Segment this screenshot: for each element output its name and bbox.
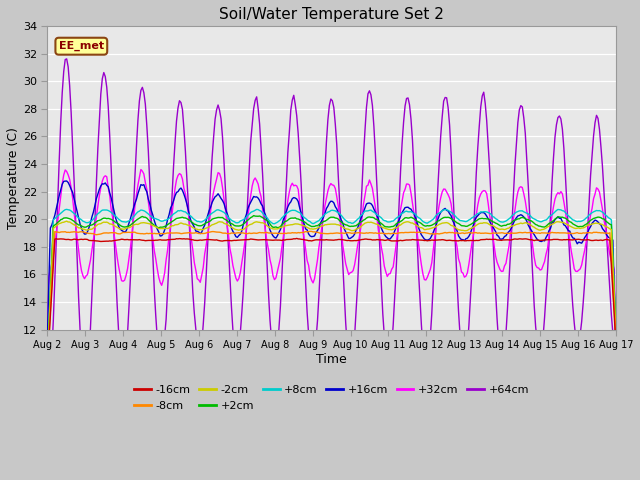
X-axis label: Time: Time (316, 353, 347, 366)
+8cm (63, 206, 70, 212)
Line: -16cm: -16cm (47, 239, 616, 367)
+32cm (612, 344, 620, 349)
+64cm (337, 230, 345, 236)
+2cm (609, 256, 617, 262)
Title: Soil/Water Temperature Set 2: Soil/Water Temperature Set 2 (219, 7, 444, 22)
+32cm (450, 222, 458, 228)
-2cm (535, 227, 543, 233)
+8cm (535, 218, 543, 224)
+32cm (609, 262, 617, 267)
+64cm (535, 345, 543, 351)
-16cm (450, 238, 458, 243)
Text: EE_met: EE_met (59, 41, 104, 51)
-16cm (81, 236, 88, 242)
+64cm (65, 64, 72, 70)
-2cm (65, 219, 72, 225)
+8cm (612, 322, 620, 327)
+2cm (535, 223, 543, 229)
+2cm (250, 213, 257, 218)
-16cm (293, 236, 301, 241)
-8cm (44, 361, 51, 367)
+16cm (63, 178, 70, 184)
Y-axis label: Temperature (C): Temperature (C) (7, 127, 20, 228)
-8cm (81, 229, 88, 235)
+2cm (337, 219, 345, 225)
+2cm (612, 325, 620, 331)
Line: -2cm: -2cm (47, 221, 616, 363)
-8cm (337, 230, 345, 236)
-2cm (612, 327, 620, 333)
-16cm (44, 364, 51, 370)
+2cm (44, 359, 51, 364)
Line: +64cm: +64cm (47, 59, 616, 438)
+16cm (612, 340, 620, 346)
Line: +32cm: +32cm (47, 169, 616, 351)
-2cm (609, 260, 617, 266)
+32cm (535, 265, 543, 271)
-16cm (337, 237, 345, 242)
+32cm (337, 227, 345, 233)
+8cm (82, 220, 90, 226)
-8cm (306, 228, 314, 234)
+16cm (44, 334, 51, 340)
-2cm (63, 218, 70, 224)
+64cm (63, 56, 70, 62)
-8cm (609, 282, 617, 288)
+32cm (44, 348, 51, 354)
+2cm (81, 224, 88, 230)
-16cm (535, 238, 543, 243)
+64cm (450, 212, 458, 217)
+16cm (337, 217, 345, 223)
-8cm (535, 230, 543, 236)
Line: +16cm: +16cm (47, 181, 616, 343)
+8cm (609, 252, 617, 258)
+64cm (612, 392, 620, 397)
+64cm (44, 435, 51, 441)
-2cm (337, 223, 345, 229)
+16cm (82, 231, 90, 237)
+8cm (450, 212, 458, 217)
+64cm (609, 330, 617, 336)
+16cm (65, 180, 72, 185)
-8cm (63, 229, 70, 235)
+2cm (450, 217, 458, 223)
-16cm (63, 237, 70, 242)
+16cm (609, 237, 617, 243)
+32cm (81, 276, 88, 282)
+8cm (44, 356, 51, 361)
+16cm (535, 238, 543, 243)
+8cm (337, 213, 345, 218)
+32cm (63, 168, 70, 174)
Line: +2cm: +2cm (47, 216, 616, 361)
-2cm (44, 360, 51, 366)
-16cm (612, 339, 620, 345)
-8cm (450, 230, 458, 236)
Line: +8cm: +8cm (47, 209, 616, 359)
-2cm (82, 227, 90, 233)
+32cm (137, 167, 145, 172)
Line: -8cm: -8cm (47, 231, 616, 364)
+64cm (82, 382, 90, 388)
-2cm (450, 224, 458, 229)
-8cm (612, 334, 620, 340)
+16cm (450, 220, 458, 226)
+8cm (65, 207, 72, 213)
+2cm (63, 215, 70, 221)
-16cm (609, 288, 617, 294)
Legend: -16cm, -8cm, -2cm, +2cm, +8cm, +16cm, +32cm, +64cm: -16cm, -8cm, -2cm, +2cm, +8cm, +16cm, +3… (130, 381, 533, 415)
